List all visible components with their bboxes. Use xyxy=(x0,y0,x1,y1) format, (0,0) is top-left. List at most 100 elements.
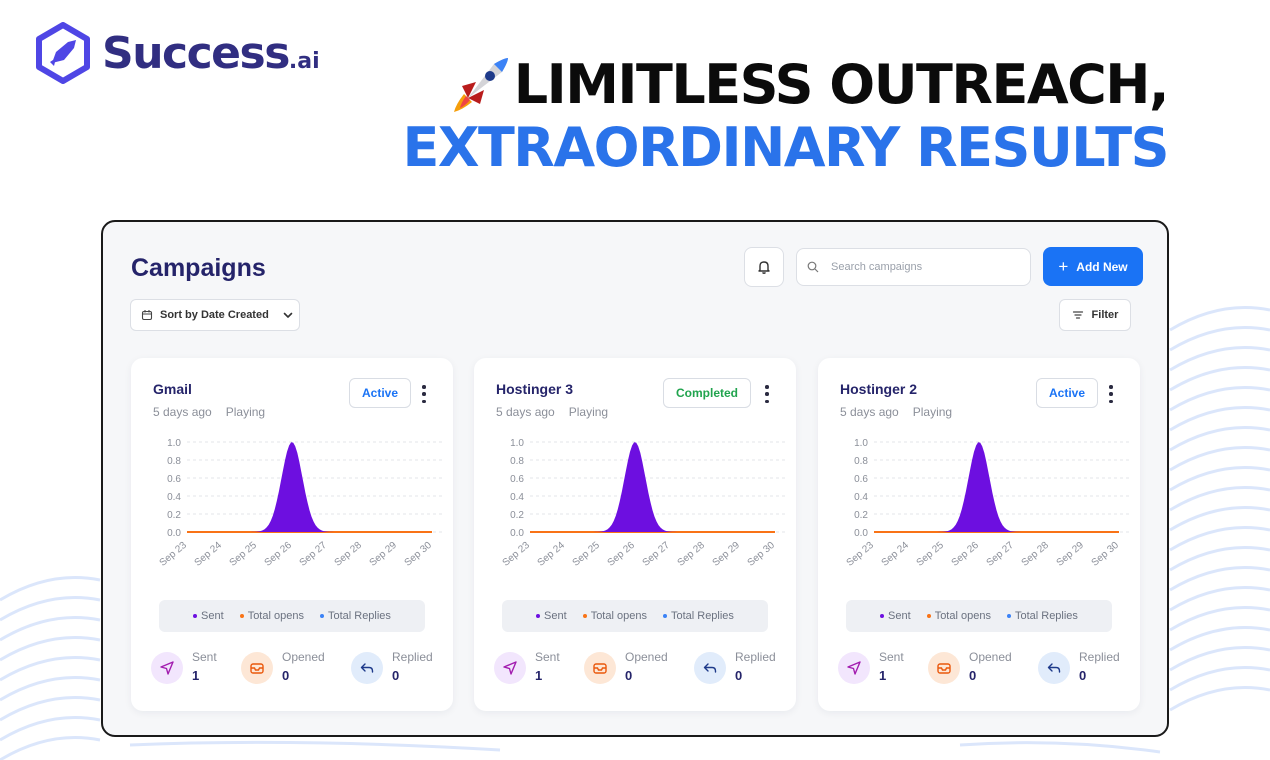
stat-label: Sent xyxy=(879,650,904,664)
notifications-button[interactable] xyxy=(744,247,784,287)
campaign-name: Hostinger 2 xyxy=(840,381,918,397)
y-tick-label: 0.2 xyxy=(167,510,181,521)
plus-icon: + xyxy=(1058,257,1069,276)
y-tick-label: 0.8 xyxy=(854,456,868,467)
stat-label: Replied xyxy=(1079,650,1120,664)
legend-item-opens: Total opens xyxy=(582,610,647,622)
stat-label: Sent xyxy=(192,650,217,664)
brand-name-main: Success xyxy=(102,27,290,79)
stat-opened: Opened 0 xyxy=(241,650,325,684)
search-box[interactable] xyxy=(796,248,1031,286)
chevron-down-icon xyxy=(283,312,293,318)
campaign-stats: Sent 1 Opened 0 Replied 0 xyxy=(838,650,1128,690)
campaign-card[interactable]: Hostinger 3 5 days ago Playing Completed… xyxy=(474,358,796,711)
y-tick-label: 0.8 xyxy=(510,456,524,467)
y-tick-label: 0.4 xyxy=(510,492,524,503)
x-tick-label: Sep 26 xyxy=(606,540,638,569)
brand-name: Success.ai xyxy=(102,28,320,79)
campaign-meta: 5 days ago Playing xyxy=(496,405,608,419)
stat-sent: Sent 1 xyxy=(494,650,560,684)
headline-line2: EXTRAORDINARY RESULTS xyxy=(402,116,1169,179)
campaign-stats: Sent 1 Opened 0 Replied 0 xyxy=(494,650,784,690)
y-tick-label: 0.0 xyxy=(854,528,868,539)
status-badge: Active xyxy=(1036,378,1099,408)
x-tick-label: Sep 29 xyxy=(1055,540,1087,569)
y-tick-label: 0.8 xyxy=(167,456,181,467)
legend-item-opens: Total opens xyxy=(239,610,304,622)
y-tick-label: 0.4 xyxy=(167,492,181,503)
y-tick-label: 1.0 xyxy=(854,438,868,449)
y-tick-label: 0.6 xyxy=(167,474,181,485)
app-window: Campaigns + Add New Sort by Date Created xyxy=(101,220,1169,737)
campaign-meta: 5 days ago Playing xyxy=(153,405,265,419)
y-tick-label: 0.0 xyxy=(510,528,524,539)
x-tick-label: Sep 23 xyxy=(158,540,190,569)
x-tick-label: Sep 28 xyxy=(333,540,365,569)
add-new-button[interactable]: + Add New xyxy=(1043,247,1143,286)
more-options-icon[interactable] xyxy=(420,385,428,403)
brand-logo: Success.ai xyxy=(32,22,320,84)
send-icon xyxy=(151,652,183,684)
stat-label: Replied xyxy=(735,650,776,664)
stat-value: 1 xyxy=(535,668,543,683)
search-icon xyxy=(807,261,819,273)
campaign-age: 5 days ago xyxy=(840,405,899,419)
search-input[interactable] xyxy=(831,261,1011,273)
legend-label: Total opens xyxy=(934,610,991,622)
x-tick-label: Sep 25 xyxy=(228,540,260,569)
x-tick-label: Sep 23 xyxy=(501,540,533,569)
status-badge: Completed xyxy=(663,378,752,408)
send-icon xyxy=(494,652,526,684)
y-tick-label: 0.2 xyxy=(854,510,868,521)
campaign-state: Playing xyxy=(912,405,953,419)
stat-value: 1 xyxy=(879,668,887,683)
legend-label: Sent xyxy=(201,610,224,622)
y-tick-label: 0.6 xyxy=(854,474,868,485)
legend-item-sent: Sent xyxy=(880,610,911,622)
x-tick-label: Sep 27 xyxy=(985,540,1017,569)
sort-dropdown[interactable]: Sort by Date Created xyxy=(130,299,300,331)
headline: LIMITLESS OUTREACH, EXTRAORDINARY RESULT… xyxy=(402,52,1170,179)
reply-icon xyxy=(351,652,383,684)
filter-label: Filter xyxy=(1091,309,1119,321)
rocket-emoji-icon xyxy=(453,58,508,112)
x-tick-label: Sep 23 xyxy=(845,540,877,569)
stat-value: 0 xyxy=(1079,668,1087,683)
campaign-name: Gmail xyxy=(153,381,192,397)
more-options-icon[interactable] xyxy=(1107,385,1115,403)
campaign-card[interactable]: Gmail 5 days ago Playing Active 0.0 0.2 0.… xyxy=(131,358,453,711)
campaign-name: Hostinger 3 xyxy=(496,381,574,397)
legend-item-replies: Total Replies xyxy=(662,610,734,622)
legend-label: Total opens xyxy=(590,610,647,622)
headline-line1-text: LIMITLESS OUTREACH, xyxy=(513,53,1170,116)
stat-replied: Replied 0 xyxy=(694,650,776,684)
x-tick-label: Sep 29 xyxy=(368,540,400,569)
campaign-age: 5 days ago xyxy=(496,405,555,419)
y-tick-label: 0.4 xyxy=(854,492,868,503)
more-options-icon[interactable] xyxy=(763,385,771,403)
x-tick-label: Sep 29 xyxy=(711,540,743,569)
campaign-state: Playing xyxy=(225,405,266,419)
x-tick-label: Sep 30 xyxy=(403,540,435,569)
add-new-label: Add New xyxy=(1076,259,1128,274)
sort-label: Sort by Date Created xyxy=(160,309,269,321)
x-tick-label: Sep 26 xyxy=(950,540,982,569)
stat-sent: Sent 1 xyxy=(838,650,904,684)
send-icon xyxy=(838,652,870,684)
y-tick-label: 1.0 xyxy=(510,438,524,449)
filter-button[interactable]: Filter xyxy=(1059,299,1131,331)
envelope-open-icon xyxy=(241,652,273,684)
y-tick-label: 0.6 xyxy=(510,474,524,485)
x-tick-label: Sep 25 xyxy=(915,540,947,569)
legend-label: Total opens xyxy=(247,610,304,622)
headline-line1: LIMITLESS OUTREACH, xyxy=(402,52,1170,118)
legend-item-opens: Total opens xyxy=(926,610,991,622)
calendar-icon xyxy=(141,310,153,321)
x-tick-label: Sep 25 xyxy=(571,540,603,569)
page-title: Campaigns xyxy=(131,254,266,282)
stat-value: 0 xyxy=(625,668,633,683)
x-tick-label: Sep 24 xyxy=(193,540,225,569)
campaign-card[interactable]: Hostinger 2 5 days ago Playing Active 0.… xyxy=(818,358,1140,711)
